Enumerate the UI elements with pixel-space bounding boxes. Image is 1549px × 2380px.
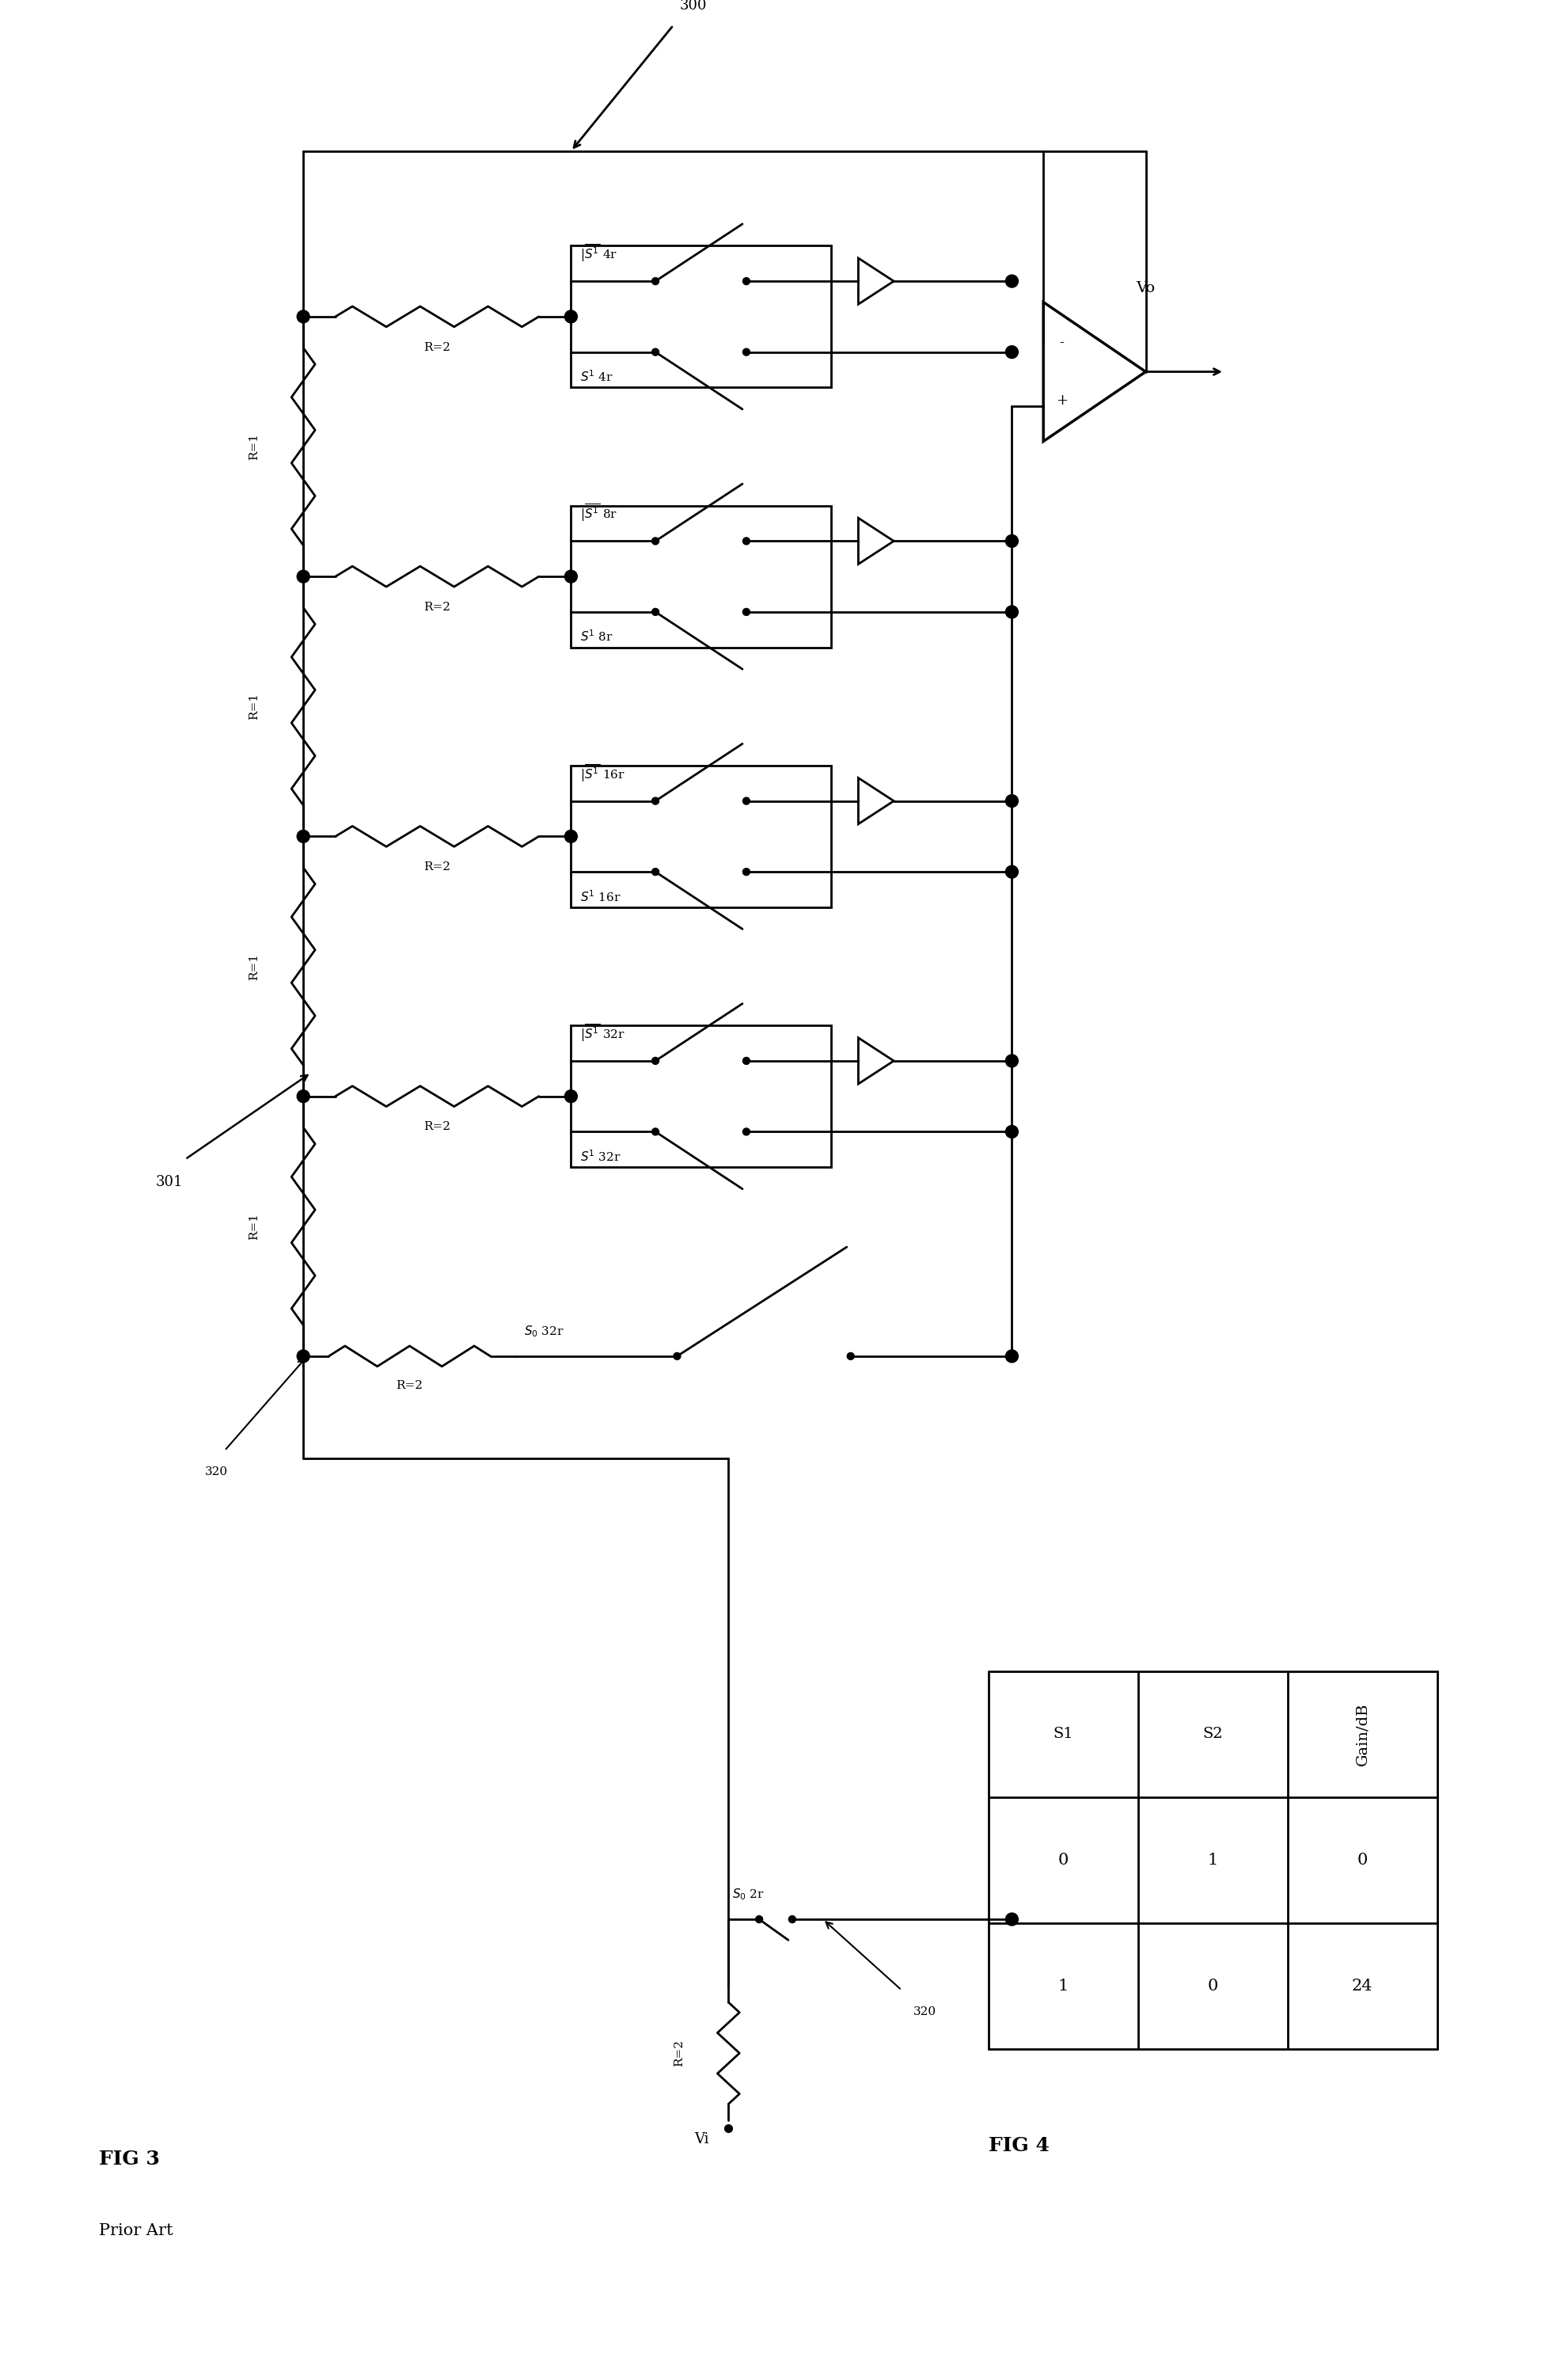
Text: FIG 4: FIG 4 xyxy=(988,2135,1049,2154)
Text: 320: 320 xyxy=(912,2006,936,2016)
Circle shape xyxy=(1005,795,1018,807)
Text: Gain/dB: Gain/dB xyxy=(1354,1702,1369,1766)
Text: -: - xyxy=(1060,336,1064,350)
Circle shape xyxy=(297,309,310,324)
Circle shape xyxy=(847,1352,853,1359)
Text: $S^1$ 16r: $S^1$ 16r xyxy=(581,890,621,904)
Circle shape xyxy=(297,831,310,843)
Circle shape xyxy=(742,278,750,286)
Circle shape xyxy=(1005,605,1018,619)
Text: 24: 24 xyxy=(1351,1978,1372,1994)
Text: R=2: R=2 xyxy=(674,2040,685,2066)
Circle shape xyxy=(1005,1914,1018,1925)
Text: +: + xyxy=(1055,393,1067,407)
Text: $S^1$ 8r: $S^1$ 8r xyxy=(581,628,613,645)
Text: FIG 3: FIG 3 xyxy=(99,2149,160,2168)
Circle shape xyxy=(297,571,310,583)
Circle shape xyxy=(1005,536,1018,547)
Circle shape xyxy=(788,1916,795,1923)
Circle shape xyxy=(652,347,658,355)
Text: R=2: R=2 xyxy=(397,1380,423,1390)
Bar xyxy=(570,245,830,388)
Circle shape xyxy=(652,1057,658,1064)
Circle shape xyxy=(297,1090,310,1102)
Text: R=2: R=2 xyxy=(423,1121,451,1133)
Bar xyxy=(570,1026,830,1166)
Circle shape xyxy=(652,869,658,876)
Text: $S_0$ 32r: $S_0$ 32r xyxy=(524,1323,564,1340)
Text: 300: 300 xyxy=(678,0,706,12)
Circle shape xyxy=(1005,1054,1018,1066)
Circle shape xyxy=(564,831,576,843)
Circle shape xyxy=(1005,345,1018,359)
Circle shape xyxy=(652,538,658,545)
Text: Prior Art: Prior Art xyxy=(99,2223,172,2237)
Text: Vi: Vi xyxy=(694,2132,708,2147)
Circle shape xyxy=(652,797,658,804)
Circle shape xyxy=(742,1128,750,1135)
Circle shape xyxy=(297,1349,310,1361)
Circle shape xyxy=(742,347,750,355)
Text: R=2: R=2 xyxy=(423,602,451,612)
Circle shape xyxy=(1005,1126,1018,1138)
Text: 0: 0 xyxy=(1058,1852,1067,1868)
Bar xyxy=(570,505,830,647)
Text: 0: 0 xyxy=(1207,1978,1218,1994)
Text: R=1: R=1 xyxy=(249,693,260,719)
Text: $|\overline{S^1}$ 8r: $|\overline{S^1}$ 8r xyxy=(581,502,618,524)
Circle shape xyxy=(742,1057,750,1064)
Text: 301: 301 xyxy=(156,1176,183,1190)
Circle shape xyxy=(652,1128,658,1135)
Text: $|\overline{S^1}$ 32r: $|\overline{S^1}$ 32r xyxy=(581,1023,626,1042)
Circle shape xyxy=(742,538,750,545)
Circle shape xyxy=(1005,1349,1018,1361)
Text: 320: 320 xyxy=(204,1466,228,1478)
Text: $S^1$ 32r: $S^1$ 32r xyxy=(581,1150,621,1164)
Circle shape xyxy=(564,571,576,583)
Text: R=1: R=1 xyxy=(249,1214,260,1240)
Text: 1: 1 xyxy=(1207,1852,1218,1868)
Text: Vo: Vo xyxy=(1135,281,1154,295)
Circle shape xyxy=(742,609,750,616)
Text: R=2: R=2 xyxy=(423,343,451,352)
Text: R=1: R=1 xyxy=(249,952,260,981)
Text: $|\overline{S^1}$ 16r: $|\overline{S^1}$ 16r xyxy=(581,762,626,783)
Circle shape xyxy=(564,309,576,324)
Text: R=1: R=1 xyxy=(249,433,260,459)
Text: 0: 0 xyxy=(1357,1852,1366,1868)
Text: $S_0$ 2r: $S_0$ 2r xyxy=(733,1887,764,1902)
Circle shape xyxy=(742,869,750,876)
Circle shape xyxy=(1005,866,1018,878)
Circle shape xyxy=(674,1352,680,1359)
Circle shape xyxy=(652,609,658,616)
Text: S2: S2 xyxy=(1202,1728,1222,1742)
Text: 1: 1 xyxy=(1058,1978,1067,1994)
Text: $S^1$ 4r: $S^1$ 4r xyxy=(581,369,613,383)
Circle shape xyxy=(742,797,750,804)
Circle shape xyxy=(1005,274,1018,288)
Circle shape xyxy=(652,278,658,286)
Circle shape xyxy=(564,1090,576,1102)
Text: $|\overline{S^1}$ 4r: $|\overline{S^1}$ 4r xyxy=(581,243,618,264)
Circle shape xyxy=(756,1916,762,1923)
Text: S1: S1 xyxy=(1052,1728,1072,1742)
Bar xyxy=(570,766,830,907)
Text: R=2: R=2 xyxy=(423,862,451,873)
